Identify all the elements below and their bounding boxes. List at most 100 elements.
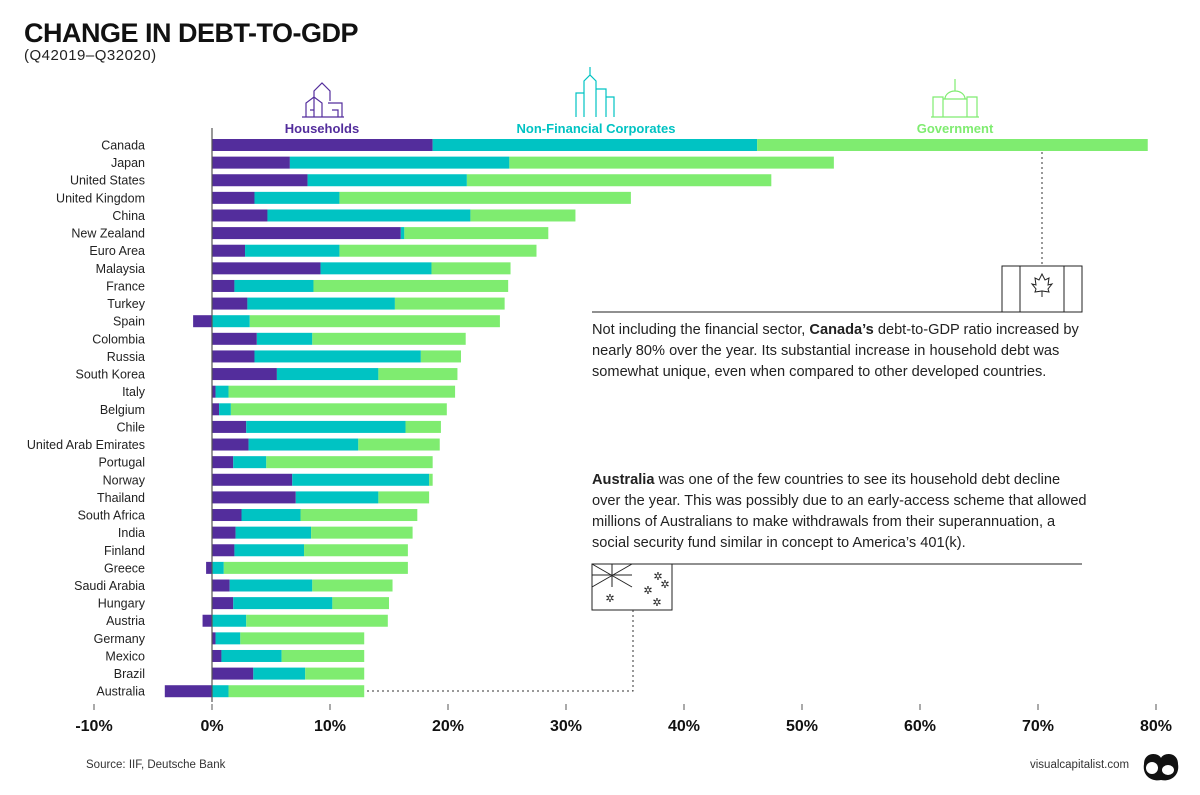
legend-non-financial-corporates: Non-Financial Corporates [517,121,676,136]
bar-non-financial-corporates [307,174,467,187]
bar-households [212,191,255,204]
chart-title: CHANGE IN DEBT-TO-GDP [24,18,359,48]
category-label: Belgium [100,403,145,417]
bar-non-financial-corporates [247,297,395,310]
bar-government [429,473,433,486]
star-icon: ✲ [605,593,614,605]
bar-non-financial-corporates [254,350,421,363]
canada-note-bold: Canada’s [809,322,874,338]
category-label: China [112,209,145,223]
bar-non-financial-corporates [256,332,313,345]
bar-government [420,350,461,363]
bar-non-financial-corporates [267,209,471,222]
bar-non-financial-corporates [245,244,340,257]
bar-non-financial-corporates [233,456,267,469]
bar-government [313,279,509,292]
star-icon: ✲ [652,597,661,609]
bar-households [212,332,257,345]
bar-government [405,420,441,433]
bar-households [206,561,212,574]
bar-non-financial-corporates [289,156,510,169]
bar-households [212,156,290,169]
office-building-icon [575,67,615,117]
bar-households [212,491,296,504]
bar-non-financial-corporates [235,526,312,539]
bar-non-financial-corporates [295,491,379,504]
bar-non-financial-corporates [254,191,340,204]
category-label: Norway [103,473,146,487]
bar-households [212,244,246,257]
bar-households [212,597,234,610]
category-label: Finland [104,544,145,558]
x-tick-label: 80% [1140,718,1172,735]
category-label: United Arab Emirates [27,438,145,452]
star-icon: ✲ [643,585,652,597]
bar-non-financial-corporates [219,403,231,416]
house-icon-path [302,82,344,118]
house-icon [302,82,344,118]
category-label: Malaysia [96,262,145,276]
bar-non-financial-corporates [253,667,306,680]
category-label: Greece [104,561,145,575]
star-icon: ✲ [660,579,669,591]
canada-note-post: debt-to-GDP ratio increased by nearly 80… [592,322,1079,380]
bar-non-financial-corporates [233,597,333,610]
source-note: Source: IIF, Deutsche Bank [86,759,226,771]
bar-government [312,579,393,592]
bar-households [212,632,216,645]
bar-government [378,368,458,381]
maple-leaf-icon [1030,272,1054,297]
chart-subtitle: (Q42019–Q32020) [24,47,157,64]
visual-capitalist-logo-icon [1143,754,1179,781]
bar-government [300,509,418,522]
bar-government [332,597,389,610]
bar-government [230,403,447,416]
legend-government: Government [917,121,994,136]
bar-non-financial-corporates [276,368,379,381]
canada-annotation: Not including the financial sector, Cana… [592,320,1092,383]
x-tick-label: 0% [200,718,223,735]
bar-households [212,403,220,416]
bar-government [228,385,456,398]
office-building-icon-path [575,67,615,117]
x-tick-label: 40% [668,718,700,735]
bar-government [223,561,408,574]
x-tick-label: 20% [432,718,464,735]
bar-government [305,667,365,680]
bar-households [212,209,268,222]
x-tick-label: 30% [550,718,582,735]
bar-government [311,526,413,539]
bar-government [466,174,772,187]
bar-non-financial-corporates [241,509,301,522]
bar-government [228,685,365,698]
bar-non-financial-corporates [215,632,241,645]
bar-non-financial-corporates [221,649,282,662]
bar-non-financial-corporates [246,420,406,433]
bar-government [312,332,466,345]
bar-households [212,544,235,557]
bar-non-financial-corporates [248,438,359,451]
bar-government [339,191,631,204]
bar-non-financial-corporates [292,473,430,486]
category-label: Chile [117,420,146,434]
category-label: South Korea [76,368,146,382]
bar-households [212,227,401,240]
bar-households [212,579,230,592]
category-label: Portugal [98,456,145,470]
bar-government [470,209,576,222]
bar-non-financial-corporates [212,561,224,574]
bar-households [212,368,277,381]
canada-note-pre: Not including the financial sector, [592,322,810,338]
category-label: United Kingdom [56,191,145,205]
category-label: New Zealand [71,227,145,241]
bar-non-financial-corporates [400,227,405,240]
category-label: France [106,279,145,293]
bar-non-financial-corporates [215,385,229,398]
bar-government [757,139,1148,151]
bar-non-financial-corporates [212,315,250,328]
category-label: Canada [101,139,145,153]
bar-households [212,526,236,539]
category-label: South Africa [78,509,145,523]
category-label: Brazil [114,667,145,681]
